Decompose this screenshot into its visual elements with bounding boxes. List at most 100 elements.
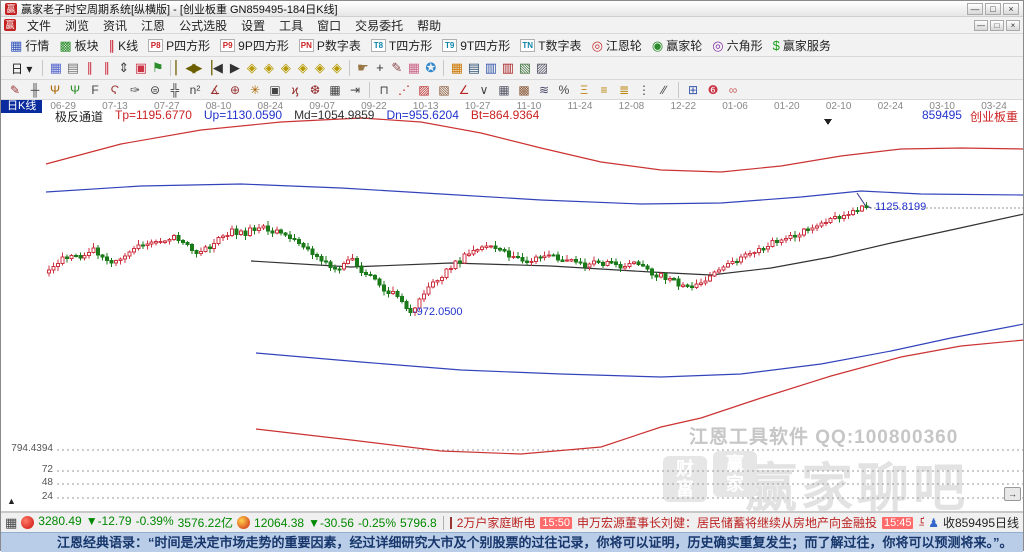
- box-tool-icon[interactable]: ▣: [269, 82, 281, 97]
- scale-diamond-4[interactable]: ◈: [297, 60, 308, 75]
- time-cycle-tool-icon[interactable]: Ψ: [49, 82, 61, 97]
- hatch-red-tool-icon[interactable]: ▨: [418, 82, 430, 97]
- color-ball-icon[interactable]: ❻: [707, 82, 719, 97]
- close-button[interactable]: ×: [1003, 2, 1019, 15]
- percent-tool-icon[interactable]: %: [558, 82, 570, 97]
- kline-red2-icon[interactable]: ∥: [103, 60, 111, 75]
- winner-service-button[interactable]: $ 赢家服务: [768, 35, 836, 55]
- grid-box-tool-icon[interactable]: ▦: [329, 82, 341, 97]
- calendar-icon[interactable]: ▦: [450, 60, 463, 75]
- 9p-square-button[interactable]: P9 9P四方形: [215, 35, 294, 55]
- menu-news[interactable]: 资讯: [103, 18, 128, 33]
- n-square-tool-icon[interactable]: n²: [189, 82, 201, 97]
- t-number-table-button[interactable]: TN T数字表: [515, 35, 586, 55]
- flag-icon[interactable]: ⚑: [152, 60, 164, 75]
- arc-tool-icon[interactable]: Ϛ: [110, 82, 120, 97]
- gann-wheel-button[interactable]: ◎ 江恩轮: [587, 35, 647, 55]
- chart-area[interactable]: 江恩工具软件 QQ:100800360 赢家聊吧 财富 赢家 日K线 06-29…: [1, 100, 1023, 512]
- menu-formula-pick[interactable]: 公式选股: [179, 18, 228, 33]
- crosshair-plus-icon[interactable]: +: [376, 60, 384, 75]
- overlay-k-icon[interactable]: ▣: [134, 60, 147, 75]
- menu-window[interactable]: 窗口: [317, 18, 342, 33]
- menu-settings[interactable]: 设置: [241, 18, 266, 33]
- pen-tool-icon[interactable]: ✎: [9, 82, 21, 97]
- kline-red-icon[interactable]: ∥: [86, 60, 94, 75]
- menu-tools[interactable]: 工具: [279, 18, 304, 33]
- menu-file[interactable]: 文件: [27, 18, 52, 33]
- gann-target-tool-icon[interactable]: ⊕: [229, 82, 241, 97]
- fan-tool-icon[interactable]: ⋰: [398, 82, 410, 97]
- scale-diamond-3[interactable]: ◈: [280, 60, 291, 75]
- quotes-button[interactable]: ▦ 行情: [5, 35, 54, 55]
- p-square-button[interactable]: P8 P四方形: [143, 35, 215, 55]
- grid3-tool-icon[interactable]: ▩: [518, 82, 530, 97]
- maximize-button[interactable]: □: [985, 2, 1001, 15]
- golden-lines2-tool-icon[interactable]: ≣: [618, 82, 630, 97]
- prev-bar-button[interactable]: ◀: [212, 60, 223, 75]
- fibonacci-tool-icon[interactable]: F: [91, 82, 99, 97]
- menu-help[interactable]: 帮助: [417, 18, 442, 33]
- scale-diamond-2[interactable]: ◈: [263, 60, 274, 75]
- menu-gann[interactable]: 江恩: [141, 18, 166, 33]
- golden-xi-tool-icon[interactable]: Ξ: [580, 82, 588, 97]
- pink-grid-icon[interactable]: ▦: [407, 60, 420, 75]
- color-wheel-icon[interactable]: ✪: [425, 60, 437, 75]
- period-day-dropdown[interactable]: 日 ▾: [11, 61, 33, 76]
- updown-arrows-icon[interactable]: ⇕: [118, 60, 130, 75]
- star-tool-icon[interactable]: ✳: [249, 82, 261, 97]
- calculator-icon[interactable]: ▤: [467, 60, 480, 75]
- minimize-button[interactable]: —: [967, 2, 983, 15]
- keyboard-icon[interactable]: ▦: [5, 514, 18, 530]
- t-square-button[interactable]: T8 T四方形: [366, 35, 437, 55]
- menu-trade[interactable]: 交易委托: [355, 18, 404, 33]
- snow-tool-icon[interactable]: ❆: [309, 82, 321, 97]
- next-bar-button[interactable]: ▶: [229, 60, 240, 75]
- candlestick-chart[interactable]: [1, 100, 1023, 512]
- parallel-lines-tool-icon[interactable]: ∕∕: [661, 82, 666, 97]
- ruler-tool-icon[interactable]: ╬: [170, 82, 180, 97]
- scroll-right-button[interactable]: →: [1004, 487, 1021, 501]
- p-number-table-button[interactable]: PN P数字表: [294, 35, 366, 55]
- mdi-restore-button[interactable]: □: [990, 19, 1004, 31]
- infinity-icon[interactable]: ∞: [728, 82, 738, 97]
- hatch-brown-tool-icon[interactable]: ▧: [438, 82, 450, 97]
- price-cycle-tool-icon[interactable]: Ψ: [69, 82, 81, 97]
- pan-hand-icon[interactable]: ☛: [357, 60, 369, 75]
- grid2-tool-icon[interactable]: ▦: [498, 82, 510, 97]
- scale-diamond-5[interactable]: ◈: [314, 60, 325, 75]
- news-ticker[interactable]: 2万户家庭断电 15:50 申万宏源董事长刘健：居民储蓄将继续从房地产向金融投 15:…: [449, 514, 924, 531]
- kline-tab[interactable]: 日K线: [1, 100, 43, 113]
- matrix-table-icon[interactable]: ⊞: [687, 82, 699, 97]
- hexagon-button[interactable]: ◎ 六角形: [707, 35, 767, 55]
- last-bar-button[interactable]: ▶▕: [192, 60, 213, 75]
- winner-wheel-button[interactable]: ◉ 赢家轮: [647, 35, 707, 55]
- mdi-close-button[interactable]: ×: [1006, 19, 1020, 31]
- steps-tool-icon[interactable]: ⋮: [638, 82, 650, 97]
- save-red-icon[interactable]: ▥: [501, 60, 514, 75]
- window-panes-icon[interactable]: ▦: [49, 60, 62, 75]
- gann-grid-tool-icon[interactable]: ╫: [30, 82, 40, 97]
- menu-browse[interactable]: 浏览: [65, 18, 90, 33]
- first-bar-button[interactable]: ▏◀: [175, 60, 196, 75]
- k-mark-tool-icon[interactable]: ϗ: [291, 82, 299, 97]
- frame-tool-icon[interactable]: ⊓: [379, 82, 389, 97]
- list-panel-icon[interactable]: ▤: [66, 60, 79, 75]
- angle-line-tool-icon[interactable]: ∠: [458, 82, 470, 97]
- ellipse-tool-icon[interactable]: ⊜: [149, 82, 161, 97]
- 9t-square-button[interactable]: T9 9T四方形: [437, 35, 515, 55]
- sectors-button[interactable]: ▩ 板块: [54, 35, 103, 55]
- shenzhen-index-icon[interactable]: [237, 516, 251, 529]
- shanghai-index-icon[interactable]: [21, 516, 35, 529]
- golden-lines-tool-icon[interactable]: ≡: [600, 82, 608, 97]
- wave-tool-icon[interactable]: ≋: [538, 82, 550, 97]
- kline-button[interactable]: ∥ K线: [104, 35, 144, 55]
- remote-computer-icon[interactable]: ▨: [535, 60, 548, 75]
- draw-pen-icon[interactable]: ✎: [391, 60, 403, 75]
- angle-tool-icon[interactable]: ∡: [209, 82, 221, 97]
- stroke-pen-tool-icon[interactable]: ✑: [129, 82, 141, 97]
- scale-diamond-6[interactable]: ◈: [331, 60, 342, 75]
- computer-icon[interactable]: ▧: [518, 60, 531, 75]
- check-line-tool-icon[interactable]: ∨: [479, 82, 489, 97]
- mdi-minimize-button[interactable]: —: [974, 19, 988, 31]
- scale-diamond-1[interactable]: ◈: [246, 60, 257, 75]
